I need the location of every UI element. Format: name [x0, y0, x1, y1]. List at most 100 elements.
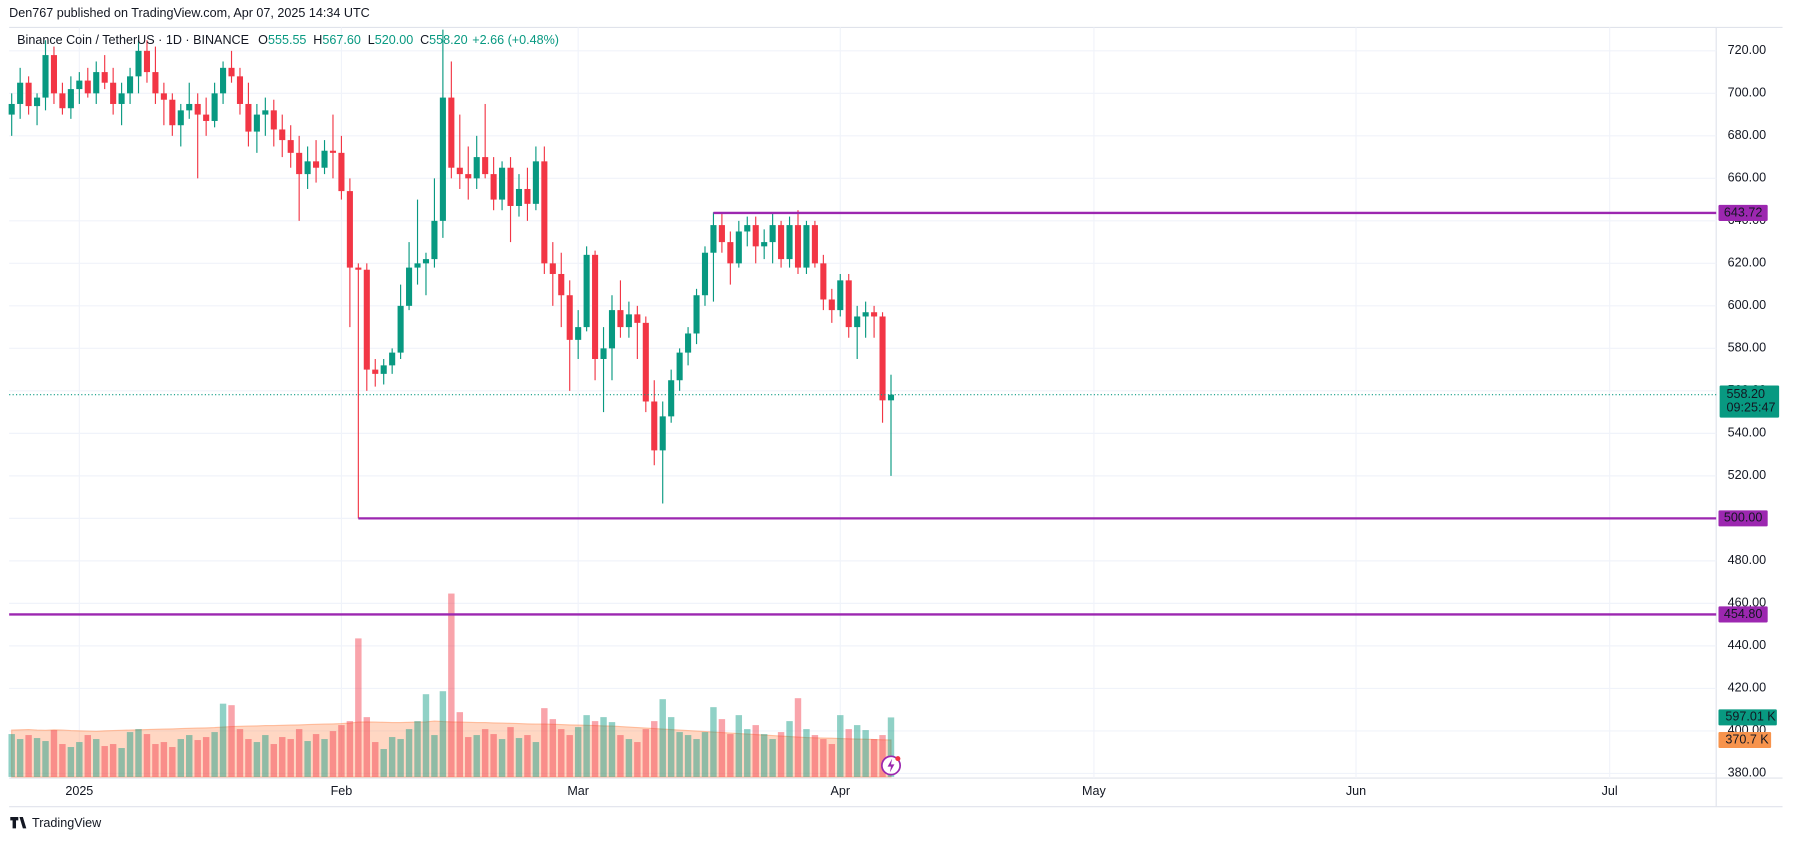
candle-body	[761, 242, 768, 247]
volume-bar	[101, 746, 108, 777]
volume-bar	[245, 739, 252, 777]
candle-body	[465, 174, 472, 179]
volume-bar	[76, 742, 83, 777]
x-tick-label: Jul	[1602, 784, 1618, 798]
y-tick-label: 680.00	[1728, 128, 1766, 142]
y-tick-label: 620.00	[1728, 256, 1766, 270]
candle-body	[617, 310, 624, 328]
candle-body	[177, 110, 184, 126]
candle-body	[879, 316, 886, 401]
candle-body	[549, 263, 556, 274]
volume-bar	[304, 741, 311, 777]
candle-body	[566, 295, 573, 340]
volume-bar	[295, 729, 303, 777]
volume-bar	[870, 739, 878, 777]
volume-bar	[456, 712, 464, 777]
candle-body	[135, 50, 142, 77]
volume-bar	[118, 748, 125, 777]
volume-ma-label: 370.7 K	[1725, 732, 1769, 746]
volume-bar	[676, 732, 683, 777]
candle-body	[803, 225, 810, 268]
y-tick-label: 380.00	[1728, 766, 1766, 780]
y-tick-label: 420.00	[1728, 681, 1766, 695]
candle-body	[414, 263, 421, 268]
volume-bar	[93, 739, 100, 777]
footer-brand: TradingView	[32, 816, 102, 830]
candle-body	[355, 267, 362, 270]
volume-bar	[253, 742, 261, 777]
candle-body	[828, 299, 835, 311]
volume-bar	[169, 747, 176, 777]
volume-bar	[845, 729, 852, 777]
volume-bar	[439, 691, 447, 777]
candle-body	[668, 380, 675, 417]
candle-body	[718, 225, 725, 243]
candle-body	[304, 161, 311, 175]
volume-bar	[735, 715, 743, 777]
x-tick-label: Apr	[830, 784, 850, 798]
volume-bar	[431, 735, 438, 777]
candle-body	[854, 316, 861, 328]
legend-key: O	[258, 34, 268, 48]
candle-body	[346, 191, 353, 268]
volume-bar	[515, 738, 523, 777]
candle-body	[431, 220, 438, 260]
candle-body	[583, 254, 590, 328]
volume-bar	[887, 717, 895, 777]
candle-body	[701, 252, 709, 296]
candle-body	[685, 333, 692, 353]
legend-value: 567.60	[322, 34, 360, 48]
candle-body	[228, 67, 235, 77]
volume-bar	[608, 722, 616, 777]
volume-bar	[84, 735, 91, 777]
volume-bar	[160, 742, 168, 777]
volume-bar	[558, 729, 565, 777]
volume-bar	[67, 747, 75, 777]
volume-bar	[879, 735, 886, 777]
candle-body	[837, 280, 844, 311]
legend-key: L	[368, 34, 375, 48]
volume-bar	[507, 727, 514, 777]
volume-bar	[710, 707, 717, 777]
candle-body	[439, 97, 446, 221]
candle-body	[515, 188, 523, 206]
publish-header: Den767 published on TradingView.com, Apr…	[9, 6, 370, 20]
last-price-box	[1719, 385, 1780, 418]
candle-body	[389, 352, 396, 366]
event-badge-icon	[887, 758, 895, 773]
candle-body	[448, 97, 455, 168]
volume-bar	[634, 742, 641, 777]
candle-body	[93, 72, 100, 94]
volume-bar	[498, 739, 506, 777]
volume-bar	[684, 735, 692, 777]
candle-body	[220, 67, 227, 94]
volume-ma-area	[11, 720, 892, 778]
candle-body	[127, 76, 134, 94]
candle-body	[532, 161, 539, 204]
candle-body	[499, 167, 506, 200]
candle-body	[735, 231, 742, 264]
volume-bar	[651, 721, 658, 777]
candle-body	[50, 55, 58, 94]
level-label-box	[1718, 204, 1768, 221]
level-label: 454.80	[1724, 607, 1762, 621]
candle-body	[42, 55, 49, 98]
volume-label-box	[1718, 709, 1777, 726]
candle-body	[744, 225, 751, 232]
volume-bar	[59, 744, 66, 777]
candle-body	[34, 97, 41, 107]
candle-body	[203, 114, 210, 121]
volume-bar	[109, 744, 117, 777]
candle-body	[329, 150, 337, 153]
volume-bar	[752, 725, 759, 777]
candle-body	[752, 225, 759, 247]
candle-body	[84, 80, 91, 94]
volume-bar	[591, 721, 599, 777]
volume-bar	[414, 721, 421, 777]
candle-body	[270, 110, 277, 130]
volume-bar	[194, 740, 201, 777]
legend-value: 520.00	[375, 34, 413, 48]
volume-bar	[465, 737, 472, 777]
volume-label: 597.01 K	[1725, 710, 1776, 724]
